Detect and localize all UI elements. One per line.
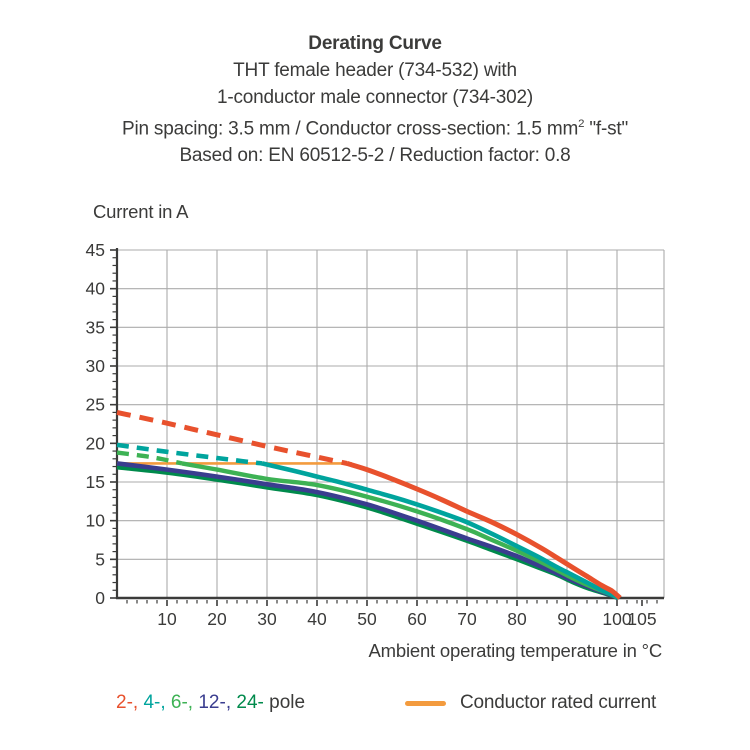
curve-4-pole bbox=[261, 461, 621, 601]
x-tick-label: 50 bbox=[357, 609, 377, 629]
y-tick-label: 5 bbox=[95, 549, 105, 569]
legend-item-2pole: 2-, bbox=[116, 692, 144, 713]
curve-6-pole-dashed bbox=[116, 450, 183, 466]
x-axis-title: Ambient operating temperature in °C bbox=[368, 640, 663, 661]
rated-current-line-swatch bbox=[405, 700, 446, 706]
y-tick-label: 20 bbox=[86, 433, 106, 453]
y-tick-label: 10 bbox=[86, 511, 106, 531]
y-tick-label: 15 bbox=[86, 472, 105, 492]
y-tick-label: 0 bbox=[95, 588, 105, 608]
chart-subtitle-3: Pin spacing: 3.5 mm / Conductor cross-se… bbox=[121, 118, 629, 140]
y-tick-label: 30 bbox=[86, 356, 106, 376]
y-tick-label: 45 bbox=[86, 240, 105, 260]
curve-4-pole-dashed bbox=[116, 442, 263, 466]
x-tick-label: 105 bbox=[627, 609, 656, 629]
curve-2-pole bbox=[346, 461, 622, 600]
chart-subtitle-1: THT female header (734-532) with bbox=[233, 60, 517, 81]
chart-subtitle-4: Based on: EN 60512-5-2 / Reduction facto… bbox=[179, 145, 571, 167]
x-tick-label: 100 bbox=[602, 609, 631, 629]
x-tick-label: 30 bbox=[257, 609, 277, 629]
x-tick-label: 90 bbox=[557, 609, 577, 629]
y-tick-label: 40 bbox=[86, 279, 106, 299]
legend-pole-suffix: pole bbox=[263, 692, 306, 713]
rated-current-label: Conductor rated current bbox=[460, 692, 657, 713]
curve-2-pole-dashed bbox=[116, 409, 348, 466]
legend-item-4pole: 4-, bbox=[143, 692, 171, 713]
chart-title: Derating Curve bbox=[308, 33, 442, 54]
x-tick-label: 70 bbox=[457, 609, 477, 629]
legend-item-12pole: 12-, bbox=[198, 692, 237, 713]
chart-subtitle-2: 1-conductor male connector (734-302) bbox=[217, 87, 533, 108]
legend-item-24pole: 24- bbox=[236, 692, 264, 713]
x-tick-label: 80 bbox=[507, 609, 527, 629]
chart-title-block: Derating Curve THT female header (734-53… bbox=[0, 30, 750, 169]
y-axis-title: Current in A bbox=[93, 201, 189, 222]
y-tick-label: 25 bbox=[86, 395, 105, 415]
legend-row: 2-, 4-, 6-, 12-, 24- pole Conductor rate… bbox=[0, 692, 750, 720]
x-tick-label: 40 bbox=[307, 609, 327, 629]
y-tick-label: 35 bbox=[86, 317, 105, 337]
x-tick-label: 10 bbox=[157, 609, 177, 629]
legend-pole-counts: 2-, 4-, 6-, 12-, 24- pole bbox=[116, 692, 305, 714]
x-tick-label: 60 bbox=[407, 609, 427, 629]
x-tick-label: 20 bbox=[207, 609, 227, 629]
legend-item-6pole: 6-, bbox=[170, 692, 199, 713]
chart-svg: 0 5 10 15 20 25 30 35 40 45 10 20 30 40 50 60 70 80 90 1001… bbox=[86, 240, 665, 629]
legend-rated-current: Conductor rated current bbox=[405, 692, 656, 714]
